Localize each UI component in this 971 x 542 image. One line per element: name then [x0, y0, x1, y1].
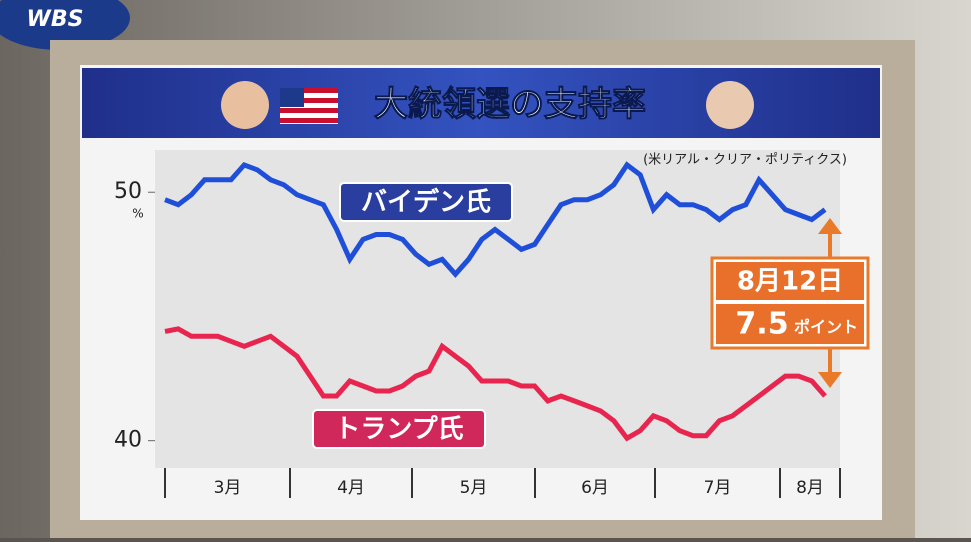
y-tick-label: 40	[114, 428, 142, 453]
y-tick-label: 50	[114, 179, 142, 204]
annotation-date-bg	[716, 262, 864, 300]
annotation-gap-bg	[716, 304, 864, 344]
annotation-date: 8月12日	[737, 267, 843, 297]
x-axis-band	[155, 468, 840, 500]
x-tick-label: 3月	[214, 478, 242, 498]
series-line	[164, 161, 827, 278]
logo: WBS	[27, 7, 84, 32]
x-tick-label: 4月	[337, 478, 365, 498]
portrait-left	[221, 81, 269, 129]
legend-box	[339, 182, 513, 222]
x-tick-label: 5月	[460, 478, 488, 498]
series-line	[164, 326, 827, 442]
gap-arrow-head	[818, 218, 842, 234]
legend-label: バイデン氏	[361, 187, 491, 218]
legend-label: トランプ氏	[334, 415, 463, 445]
portrait-right	[706, 81, 754, 129]
logo-badge	[0, 0, 130, 50]
annotation-gap: 7.5	[735, 307, 788, 342]
chart-title: 大統領選の支持率	[374, 85, 646, 125]
legend-box	[312, 409, 486, 449]
flag	[280, 88, 338, 124]
annotation-gap-unit: ポイント	[794, 318, 858, 337]
x-tick-label: 7月	[704, 478, 732, 498]
x-tick-label: 6月	[581, 478, 609, 498]
x-tick-label: 8月	[796, 478, 824, 498]
y-unit: %	[132, 207, 143, 221]
source-note: (米リアル・クリア・ポリティクス)	[643, 153, 847, 168]
gap-arrow-head	[818, 372, 842, 388]
